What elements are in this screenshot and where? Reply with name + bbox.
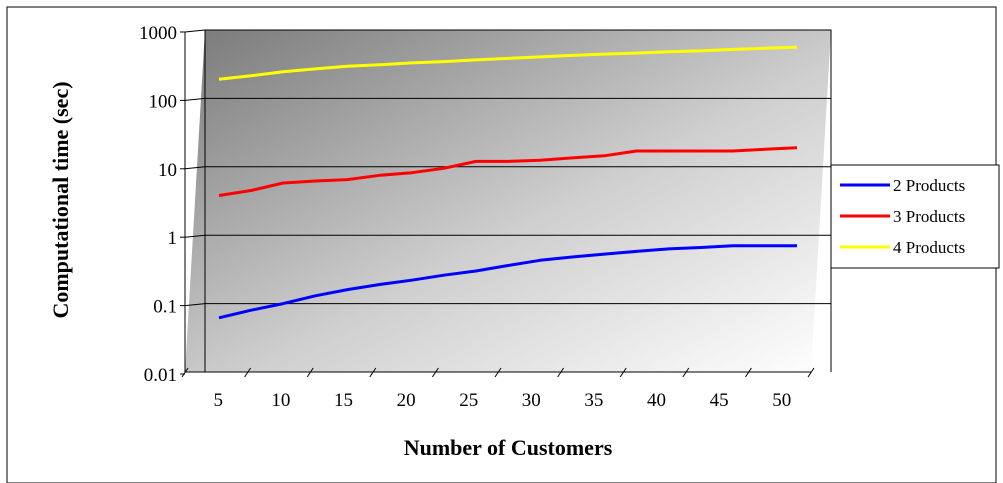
plot-area-background [185, 30, 831, 372]
series-line-3-products [218, 146, 798, 197]
legend-label: 4 Products [893, 238, 965, 257]
x-tick-label: 50 [772, 390, 791, 411]
x-tick-mark [369, 367, 377, 378]
gridlines [184, 29, 831, 307]
y-tick-label: 1000 [139, 23, 177, 44]
x-axis-ticks: 5 10 15 20 25 30 35 40 45 50 [181, 367, 815, 411]
y-tick-label: 1 [168, 228, 178, 249]
gridline-depth [184, 166, 206, 170]
x-tick-label: 25 [459, 390, 478, 411]
x-tick-mark [744, 367, 752, 378]
x-tick-label: 20 [397, 390, 416, 411]
x-tick-mark [682, 367, 690, 378]
x-tick-mark [306, 367, 314, 378]
x-tick-mark [619, 367, 627, 378]
x-axis-title: Number of Customers [404, 435, 613, 460]
x-tick-mark [431, 367, 439, 378]
x-tick-label: 15 [334, 390, 353, 411]
series-line-4-products [218, 45, 798, 81]
legend-label: 2 Products [893, 176, 965, 195]
y-axis-title: Computational time (sec) [48, 81, 73, 318]
series-line-2-products [218, 244, 797, 320]
legend-label: 3 Products [893, 207, 965, 226]
gridline-depth [184, 29, 206, 33]
x-tick-label: 10 [271, 390, 290, 411]
x-tick-label: 5 [214, 390, 224, 411]
y-tick-label: 0.1 [153, 297, 177, 318]
y-axis-ticks: 0.01 0.1 1 10 100 1000 [139, 23, 185, 386]
series-lines [218, 45, 798, 320]
x-tick-mark [807, 367, 815, 378]
x-tick-mark [494, 367, 502, 378]
x-tick-mark [557, 367, 565, 378]
gridline-depth [184, 303, 206, 307]
x-tick-label: 30 [522, 390, 541, 411]
y-tick-label: 10 [158, 160, 177, 181]
x-tick-label: 45 [710, 390, 729, 411]
gridline-depth [184, 234, 206, 238]
legend: 2 Products 3 Products 4 Products [830, 164, 1000, 269]
y-tick-label: 0.01 [144, 365, 177, 386]
x-tick-mark [181, 367, 189, 378]
gridline-depth [184, 97, 206, 101]
x-tick-label: 40 [647, 390, 666, 411]
y-tick-label: 100 [149, 91, 178, 112]
x-tick-mark [244, 367, 252, 378]
x-tick-label: 35 [584, 390, 603, 411]
